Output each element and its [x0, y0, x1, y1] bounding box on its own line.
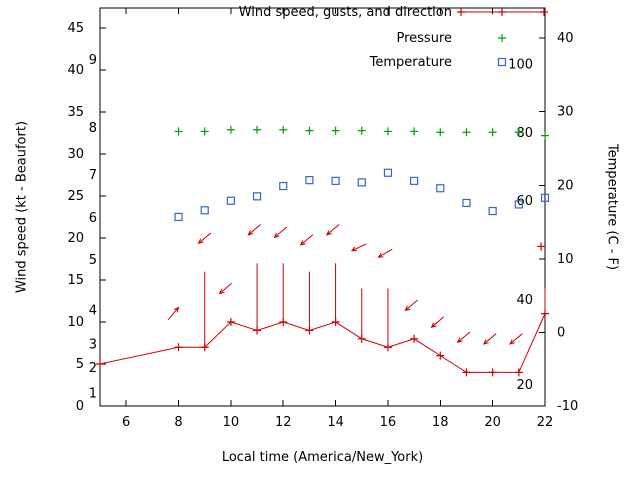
inner-scale-labels: 1 2 3 4 5 6 7 8 9 100 80 60 40 20 [89, 53, 533, 401]
axes: 6 8 10 12 14 16 18 20 22051015202530354045-10010… [67, 7, 578, 430]
left-tick-label: 20 [67, 231, 84, 246]
wind-arrow-icon [350, 243, 367, 252]
left-tick-label: 0 [76, 399, 84, 414]
x-axis-title: Local time (America/New_York) [221, 450, 424, 465]
x-tick-label: 20 [484, 415, 501, 430]
temperature-series [174, 168, 550, 222]
right-tick-label: 0 [557, 325, 565, 340]
beaufort-label: 7 [89, 168, 97, 183]
left-tick-label: 30 [67, 147, 84, 162]
x-tick-label: 6 [122, 415, 130, 430]
right-axis-title: Temperature (C - F) [604, 143, 620, 271]
wind-arrow-icon [404, 299, 418, 312]
wind-gust-impulses [204, 263, 546, 348]
beaufort-label: 2 [89, 361, 97, 376]
wind-arrow-icon [273, 226, 288, 239]
left-tick-label: 40 [67, 63, 84, 78]
wind-direction-arrows [167, 224, 523, 345]
right-tick-label: 40 [557, 31, 574, 46]
wind-arrow-icon [509, 333, 523, 345]
left-tick-label: 25 [67, 189, 84, 204]
x-tick-label: 22 [537, 415, 554, 430]
x-tick-label: 18 [432, 415, 449, 430]
wind-arrow-icon [456, 331, 471, 344]
right-tick-label: 10 [557, 252, 574, 267]
legend-label: Temperature [369, 55, 452, 70]
beaufort-label: 6 [89, 211, 97, 226]
beaufort-label: 4 [89, 303, 97, 318]
x-tick-label: 8 [174, 415, 182, 430]
wind-arrow-icon [430, 316, 445, 328]
left-tick-label: 35 [67, 105, 84, 120]
beaufort-label: 9 [89, 53, 97, 68]
wind-arrow-icon [167, 306, 180, 321]
right-tick-label: 20 [557, 178, 574, 193]
plot-border [99, 7, 546, 407]
beaufort-label: 5 [89, 253, 97, 268]
beaufort-label: 8 [89, 121, 97, 136]
right-tick-label: -10 [557, 399, 578, 414]
wind-speed-series [96, 242, 549, 377]
x-tick-label: 10 [223, 415, 240, 430]
x-tick-label: 12 [275, 415, 292, 430]
wind-arrow-icon [247, 224, 261, 236]
right-tick-label: 30 [557, 105, 574, 120]
inner-right-label: 20 [516, 378, 533, 393]
left-tick-label: 45 [67, 21, 84, 36]
wind-arrow-icon [482, 333, 497, 345]
inner-right-label: 100 [508, 57, 533, 72]
x-tick-label: 16 [380, 415, 397, 430]
beaufort-label: 3 [89, 338, 97, 353]
wind-arrow-icon [197, 232, 212, 244]
left-tick-label: 10 [67, 315, 84, 330]
wind-arrow-icon [377, 248, 393, 258]
beaufort-label: 1 [89, 386, 97, 401]
wind-arrow-icon [218, 282, 233, 295]
legend-label: Wind speed, gusts, and direction [239, 5, 452, 20]
pressure-series [174, 125, 549, 140]
left-tick-label: 15 [67, 273, 84, 288]
wind-arrow-icon [299, 234, 314, 246]
left-tick-label: 5 [76, 357, 84, 372]
x-tick-label: 14 [327, 415, 344, 430]
legend-label: Pressure [396, 31, 452, 46]
wind-arrow-icon [325, 224, 340, 236]
legend: Wind speed, gusts, and direction Pressure… [239, 5, 548, 70]
left-axis-title: Wind speed (kt - Beaufort) [14, 120, 30, 294]
inner-right-label: 80 [516, 126, 533, 141]
inner-right-label: 60 [516, 194, 533, 209]
inner-right-label: 40 [516, 293, 533, 308]
